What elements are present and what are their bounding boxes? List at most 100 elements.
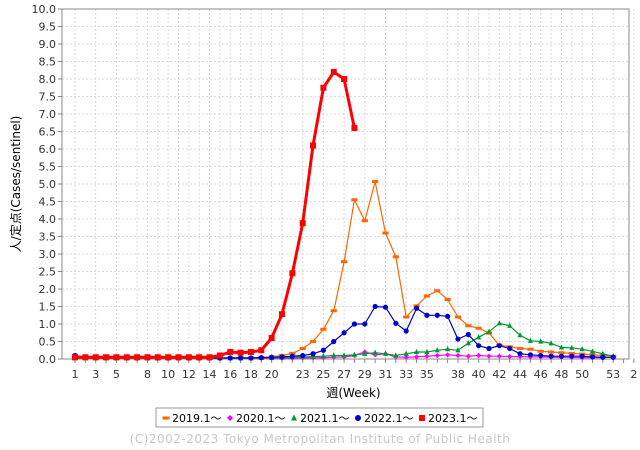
data-point [517, 351, 523, 357]
y-tick-label: 2.0 [39, 283, 57, 296]
x-tick-label: 16 [223, 368, 237, 381]
data-point [330, 69, 337, 75]
data-point [403, 354, 409, 360]
series-layer [71, 69, 617, 361]
x-tick-label: 27 [337, 368, 351, 381]
data-point [589, 354, 596, 360]
data-point [248, 355, 254, 361]
data-point [206, 354, 213, 361]
data-point [465, 340, 471, 346]
data-point [103, 354, 110, 361]
y-tick-label: 8.0 [39, 73, 57, 86]
legend-item: 2019.1～ [162, 412, 222, 425]
data-point [569, 353, 575, 359]
legend-label: 2022.1～ [364, 412, 414, 425]
x-tick-label: 46 [534, 368, 548, 381]
data-point [548, 350, 555, 354]
data-point [507, 353, 513, 360]
data-point [558, 344, 565, 350]
data-point [269, 354, 275, 360]
legend-label: 2021.1～ [300, 412, 350, 425]
data-point [300, 352, 306, 359]
data-point [320, 327, 327, 331]
data-point [216, 352, 223, 359]
y-tick-label: 4.5 [39, 196, 57, 209]
data-point [507, 322, 513, 328]
y-tick-label: 6.0 [39, 143, 57, 156]
y-tick-label: 0.5 [39, 336, 57, 349]
x-tick-label: 31 [379, 368, 393, 381]
data-point [424, 348, 430, 355]
data-point [289, 353, 295, 359]
legend-label: 2023.1～ [428, 412, 478, 425]
x-tick-label: 44 [513, 368, 527, 381]
data-point [589, 348, 596, 354]
y-tick-label: 9.0 [39, 38, 57, 51]
x-tick-label: 53 [606, 368, 620, 381]
data-point [548, 340, 554, 346]
data-point [310, 351, 316, 357]
y-tick-label: 4.0 [39, 213, 57, 226]
data-point [227, 355, 233, 361]
y-tick-label: 7.5 [39, 91, 57, 104]
data-point [424, 353, 430, 359]
data-point [82, 354, 89, 361]
data-point [507, 345, 513, 352]
legend-marker [162, 416, 170, 420]
data-point [548, 353, 554, 359]
data-point [289, 270, 296, 277]
x-tick-label: 12 [182, 368, 196, 381]
data-point [465, 324, 472, 328]
data-point [320, 353, 326, 359]
x-tick-label: 35 [420, 368, 434, 381]
data-point [144, 354, 151, 361]
data-point [341, 260, 348, 264]
data-point [341, 352, 347, 358]
x-tick-label: 50 [575, 368, 589, 381]
x-tick-label: 1 [72, 368, 79, 381]
data-point [351, 351, 358, 357]
data-point [372, 180, 379, 184]
data-point [393, 352, 399, 358]
data-point [372, 349, 378, 355]
data-point [610, 354, 616, 360]
legend-item: 2023.1～ [419, 412, 478, 425]
data-point [341, 330, 347, 336]
data-point [486, 345, 492, 352]
x-tick-label: 2 [630, 368, 637, 381]
x-axis-label: 週(Week) [326, 386, 380, 400]
legend-marker [227, 415, 233, 421]
x-tick-label: 14 [203, 368, 217, 381]
data-point [465, 331, 471, 338]
data-point [320, 347, 326, 353]
series-4 [72, 303, 616, 361]
x-tick-label: 25 [316, 368, 330, 381]
data-point [476, 352, 482, 359]
data-point [372, 303, 378, 310]
legend-marker [419, 415, 425, 421]
data-point [227, 349, 234, 355]
data-point [424, 312, 430, 318]
data-point [527, 352, 534, 358]
data-point [496, 353, 502, 359]
data-point [445, 346, 451, 352]
x-tick-label: 10 [161, 368, 175, 381]
data-point [455, 347, 461, 353]
x-tick-label: 18 [244, 368, 258, 381]
data-point [475, 326, 482, 330]
data-point [299, 347, 306, 350]
plot-frame [61, 8, 630, 360]
series-line [75, 70, 356, 359]
data-point [558, 353, 565, 359]
data-point [279, 311, 285, 318]
y-tick-label: 3.0 [39, 248, 57, 261]
data-point [351, 321, 358, 327]
legend-marker [355, 415, 361, 421]
data-point [465, 353, 471, 359]
data-point [403, 315, 410, 319]
data-point [558, 351, 565, 355]
data-point [527, 347, 534, 351]
x-tick-label: 5 [113, 368, 120, 381]
data-point [569, 344, 575, 350]
data-point [538, 352, 544, 359]
